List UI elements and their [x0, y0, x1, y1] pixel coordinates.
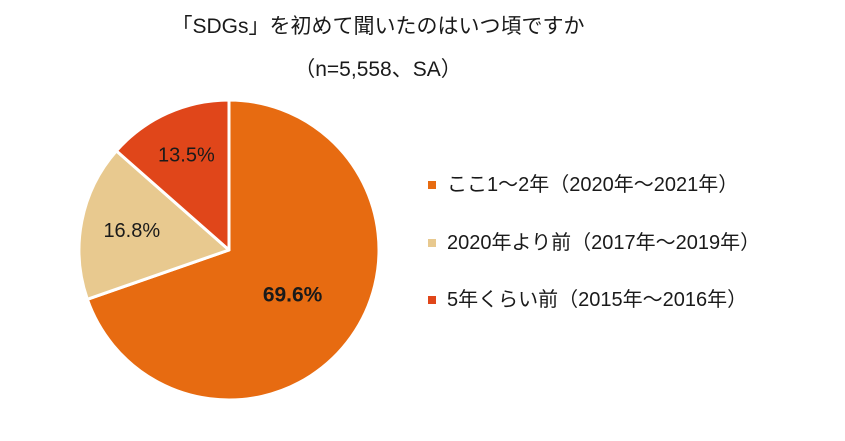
data-label-2015-2016: 13.5%	[158, 145, 215, 167]
chart-title: 「SDGs」を初めて聞いたのはいつ頃ですか	[171, 15, 585, 38]
legend-label-2020-2021: ここ1～2年（2020年～2021年）	[447, 174, 739, 196]
legend-label-2017-2019: 2020年より前（2017年～2019年）	[447, 232, 761, 254]
pie-slice-2020-2021	[85, 98, 381, 402]
legend-label-2015-2016: 5年くらい前（2015年～2016年）	[447, 289, 748, 311]
legend: ここ1～2年（2020年～2021年） 2020年より前（2017年～2019年…	[428, 0, 838, 441]
legend-swatch-2015-2016	[428, 296, 436, 304]
chart-subtitle: （n=5,558、SA）	[294, 58, 462, 81]
pie-slice-2015-2016	[114, 98, 231, 252]
legend-item-2017-2019: 2020年より前（2017年～2019年）	[428, 230, 760, 256]
legend-item-2020-2021: ここ1～2年（2020年～2021年）	[428, 172, 738, 198]
data-label-2017-2019: 16.8%	[103, 220, 160, 242]
data-label-2020-2021: 69.6%	[263, 284, 323, 307]
pie-slice-2017-2019	[77, 149, 231, 301]
legend-swatch-2017-2019	[428, 239, 436, 247]
legend-swatch-2020-2021	[428, 181, 436, 189]
legend-item-2015-2016: 5年くらい前（2015年～2016年）	[428, 287, 747, 313]
